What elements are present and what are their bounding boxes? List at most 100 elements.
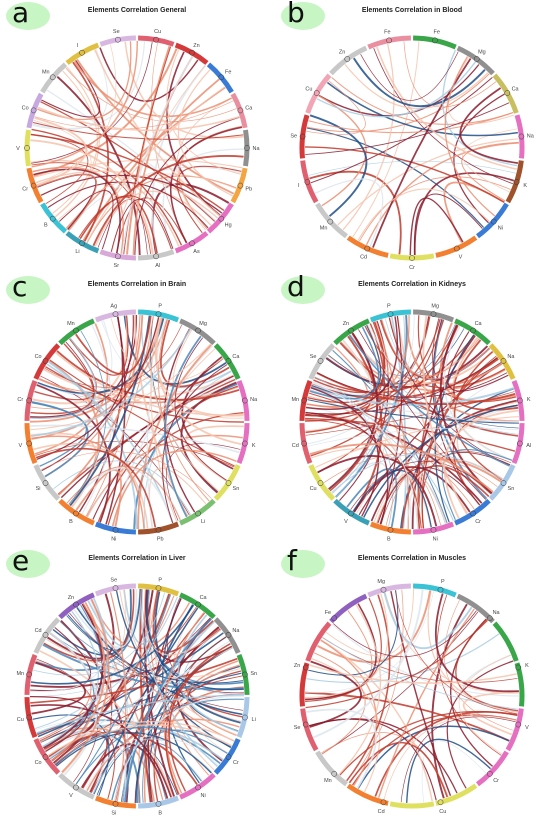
panel-title: Elements Correlation in Blood <box>362 7 462 14</box>
element-label: Zn <box>68 595 74 601</box>
chord-link <box>331 77 514 125</box>
chord-diagram-c: Elements Correlation in Brain P Mg Ca Na K Sn L… <box>17 281 258 543</box>
chord-link <box>427 590 518 713</box>
element-label: I <box>77 43 79 49</box>
element-node <box>26 440 32 447</box>
chord-link <box>448 57 514 125</box>
chord-link <box>321 611 479 755</box>
element-label: Se <box>290 134 297 140</box>
chord-link <box>320 639 433 802</box>
element-label: Cd <box>292 443 299 449</box>
chord-link <box>66 588 141 651</box>
panel-letter: b <box>287 0 305 29</box>
element-label: Ca <box>200 595 208 601</box>
element-node <box>225 358 232 364</box>
element-node <box>313 90 320 96</box>
panel-letter: d <box>287 270 305 303</box>
chord-link <box>46 89 217 222</box>
chord-link <box>43 603 104 750</box>
ring-segment <box>305 621 332 662</box>
element-label: Ca <box>245 105 253 111</box>
element-label: Li <box>75 249 79 255</box>
chord-link <box>55 351 244 416</box>
chord-link <box>443 325 513 461</box>
chord-link <box>49 632 99 776</box>
chord-link <box>143 589 222 656</box>
chord-link <box>51 593 171 762</box>
chord-link <box>31 128 183 246</box>
chord-link <box>36 317 160 460</box>
chord-link <box>348 334 510 467</box>
element-node <box>242 671 248 678</box>
panel-badge <box>281 2 325 30</box>
chord-link <box>56 75 141 256</box>
chord-link <box>164 335 202 518</box>
label-group: P Na K V Cr Cu Cd Mn Se Zn Fe Mg <box>294 579 529 815</box>
element-node <box>242 714 248 721</box>
chord-link <box>30 343 95 415</box>
chord-link <box>306 708 377 789</box>
chord-link <box>47 720 235 757</box>
chord-link <box>37 632 224 738</box>
element-node <box>225 632 232 638</box>
element-label: P <box>441 579 445 585</box>
element-node <box>518 133 525 140</box>
element-label: Si <box>111 811 116 817</box>
chord-link <box>134 116 240 256</box>
element-node <box>155 801 162 807</box>
chord-link <box>157 319 210 502</box>
element-label: P <box>387 303 391 309</box>
chord-link <box>85 735 219 791</box>
chord-link <box>453 93 505 224</box>
chord-link <box>97 199 148 255</box>
chord-link <box>46 638 241 678</box>
element-label: Cr <box>17 397 23 403</box>
chord-link <box>29 695 89 753</box>
chord-link <box>32 714 110 797</box>
chord-link <box>312 382 419 529</box>
chord-link <box>31 661 86 715</box>
chord-link <box>60 375 234 499</box>
element-node <box>302 721 309 728</box>
chord-link <box>364 325 506 389</box>
chord-link <box>439 324 493 495</box>
chord-link <box>322 636 519 710</box>
chord-link <box>33 159 243 178</box>
chord-diagram-a: Elements Correlation General Cu Zn Fe Ca Na Pb… <box>16 7 260 269</box>
element-label: K <box>252 443 256 449</box>
element-node <box>430 527 437 533</box>
chord-link <box>444 56 496 217</box>
element-node <box>453 245 460 252</box>
element-label: V <box>459 255 463 261</box>
chord-link <box>110 198 174 252</box>
chord-link <box>306 633 500 684</box>
chord-link <box>34 116 88 187</box>
element-node <box>195 510 201 517</box>
chord-link <box>333 610 477 658</box>
chord-link <box>30 627 91 692</box>
chord-link <box>314 416 519 469</box>
chord-link <box>411 335 476 530</box>
chord-link <box>359 176 511 242</box>
element-label: Zn <box>343 321 349 327</box>
element-label: Mg <box>377 579 385 585</box>
chord-link <box>151 65 207 254</box>
element-label: Na <box>252 146 260 152</box>
chord-link <box>349 589 404 784</box>
chord-link <box>421 740 487 803</box>
element-label: Cr <box>233 760 239 766</box>
element-node <box>30 107 37 114</box>
chord-link <box>111 449 237 527</box>
chord-link <box>61 598 110 773</box>
element-node <box>218 74 225 81</box>
chord-link <box>73 60 232 117</box>
chord-link <box>165 643 231 795</box>
element-node <box>73 601 79 608</box>
panel-title: Elements Correlation in Muscles <box>358 555 466 562</box>
element-label: Cu <box>305 87 312 93</box>
element-node <box>42 754 49 760</box>
chord-link <box>54 735 109 793</box>
panel-title: Elements Correlation in Liver <box>88 555 186 562</box>
element-node <box>344 56 351 62</box>
label-group: P Mg Ca Na K Sn Li Pb Ni B Si V Cr Co Mn Ag <box>17 303 258 542</box>
